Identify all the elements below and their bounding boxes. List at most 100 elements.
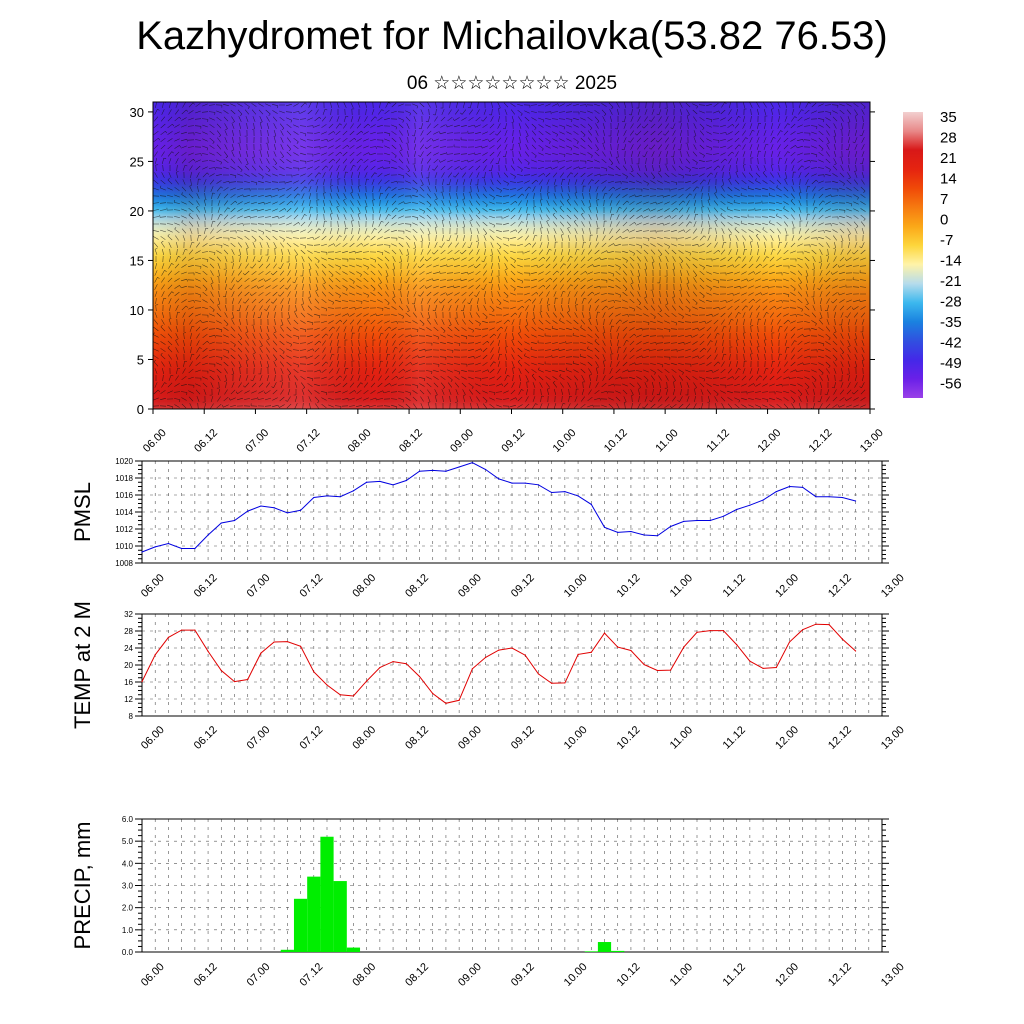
temp2m-point bbox=[788, 641, 791, 643]
pmsl-point bbox=[313, 496, 315, 499]
wind-barbs bbox=[153, 102, 867, 409]
x-tick-label: 10.00 bbox=[562, 572, 590, 600]
x-tick-label: 06.00 bbox=[139, 961, 167, 989]
colorbar-label: 35 bbox=[940, 109, 957, 126]
pmsl-point bbox=[299, 509, 302, 511]
temp2m-point bbox=[167, 636, 170, 638]
pmsl-point bbox=[828, 496, 830, 498]
temp2m-point bbox=[669, 669, 672, 671]
temp2m-point bbox=[643, 663, 645, 666]
y-tick-label: 0 bbox=[137, 402, 144, 417]
panel-frame bbox=[141, 818, 883, 953]
pmsl-point bbox=[802, 486, 804, 488]
x-tick-label: 13.00 bbox=[879, 572, 907, 600]
pmsl-point bbox=[590, 503, 592, 505]
x-tick-label: 09.00 bbox=[448, 427, 476, 455]
y-tick-label: 16 bbox=[124, 678, 133, 687]
y-axis-label: PMSL bbox=[70, 482, 95, 542]
temp2m-point bbox=[286, 641, 288, 643]
x-tick-label: 12.00 bbox=[773, 572, 801, 600]
colorbar-label: 21 bbox=[940, 150, 957, 167]
pmsl-point bbox=[260, 505, 262, 507]
pmsl-point bbox=[405, 479, 407, 482]
temp2m-point bbox=[841, 638, 843, 640]
x-tick-label: 06.00 bbox=[139, 572, 167, 600]
x-tick-label: 12.00 bbox=[773, 961, 801, 989]
temp2m-point bbox=[392, 661, 394, 663]
temp2m-point bbox=[352, 695, 355, 697]
temp2m-point bbox=[603, 632, 606, 634]
x-tick-label: 06.00 bbox=[139, 724, 167, 752]
precip-bar bbox=[597, 942, 612, 952]
colorbar-label: -42 bbox=[940, 335, 962, 352]
temp2m-point bbox=[233, 680, 236, 683]
x-tick-label: 08.12 bbox=[403, 961, 431, 989]
pmsl-point bbox=[471, 462, 473, 464]
pmsl-point bbox=[366, 481, 368, 483]
pmsl-point bbox=[379, 480, 381, 482]
temp2m-point bbox=[458, 699, 460, 701]
temp2m-point bbox=[247, 678, 249, 681]
x-tick-label: 06.12 bbox=[192, 724, 220, 752]
x-tick-label: 06.12 bbox=[192, 427, 220, 455]
temp2m-point bbox=[736, 644, 738, 646]
colorbar-label: -21 bbox=[940, 273, 962, 290]
x-tick-label: 11.12 bbox=[705, 427, 732, 454]
temp2m-point bbox=[154, 654, 156, 656]
pmsl-point bbox=[551, 491, 553, 494]
pmsl-point bbox=[418, 470, 421, 472]
temp2m-point bbox=[141, 680, 143, 683]
y-tick-label: 25 bbox=[130, 154, 144, 169]
temp2m-point bbox=[722, 629, 725, 632]
temp2m-point bbox=[379, 666, 381, 669]
x-tick-label: 11.00 bbox=[668, 724, 695, 751]
x-tick-label: 12.12 bbox=[826, 961, 854, 989]
x-tick-label: 11.12 bbox=[721, 961, 748, 988]
x-tick-label: 09.00 bbox=[456, 961, 484, 989]
temp2m-point bbox=[775, 666, 777, 669]
x-tick-label: 08.00 bbox=[346, 427, 374, 455]
pmsl-point bbox=[181, 547, 183, 550]
precip-panel: 0.0 1.0 2.0 3.0 4.0 5.0 6.0 PRECIP, mm 06.00 06.1… bbox=[70, 815, 907, 989]
x-tick-label: 07.00 bbox=[245, 572, 273, 600]
x-tick-label: 12.00 bbox=[773, 724, 801, 752]
temp2m-point bbox=[709, 629, 711, 632]
colorbar-label: 14 bbox=[940, 171, 957, 188]
y-axis-label: TEMP at 2 M bbox=[70, 601, 95, 729]
pmsl-point bbox=[524, 482, 526, 484]
precip-bar bbox=[584, 951, 598, 952]
y-tick-label: 24 bbox=[124, 644, 133, 653]
temp2m-point bbox=[537, 673, 540, 675]
y-tick-label: 1020 bbox=[115, 457, 133, 466]
temp2m-point bbox=[564, 682, 566, 684]
y-tick-label: 8 bbox=[129, 712, 134, 721]
y-tick-label: 2.0 bbox=[122, 904, 134, 913]
pmsl-point bbox=[326, 495, 328, 497]
x-tick-label: 08.00 bbox=[350, 572, 378, 600]
temp2m-point bbox=[366, 680, 368, 682]
precip-bar bbox=[280, 949, 294, 952]
temp2m-point bbox=[273, 641, 275, 643]
pmsl-point bbox=[207, 534, 209, 536]
diurnal-shading bbox=[153, 102, 870, 409]
x-tick-label: 09.00 bbox=[456, 724, 484, 752]
colorbar-label: 0 bbox=[940, 212, 948, 229]
y-tick-label: 1012 bbox=[115, 525, 133, 534]
colorbar-label: -7 bbox=[940, 232, 953, 249]
temp2m-point bbox=[511, 647, 513, 649]
y-tick-label: 20 bbox=[130, 204, 144, 219]
x-tick-label: 06.12 bbox=[192, 961, 220, 989]
pmsl-point bbox=[484, 468, 487, 471]
y-tick-label: 1014 bbox=[115, 508, 133, 517]
pmsl-point bbox=[352, 490, 355, 492]
temp2m-point bbox=[630, 649, 632, 652]
y-tick-label: 1010 bbox=[115, 542, 133, 551]
temp2m-point bbox=[656, 669, 658, 672]
temp2m-point bbox=[524, 654, 526, 656]
y-tick-label: 1008 bbox=[115, 559, 133, 568]
y-tick-label: 1.0 bbox=[122, 926, 134, 935]
pmsl-point bbox=[762, 499, 764, 501]
pmsl-point bbox=[749, 504, 751, 506]
x-tick-label: 07.00 bbox=[245, 724, 273, 752]
temp2m-point bbox=[339, 694, 341, 696]
